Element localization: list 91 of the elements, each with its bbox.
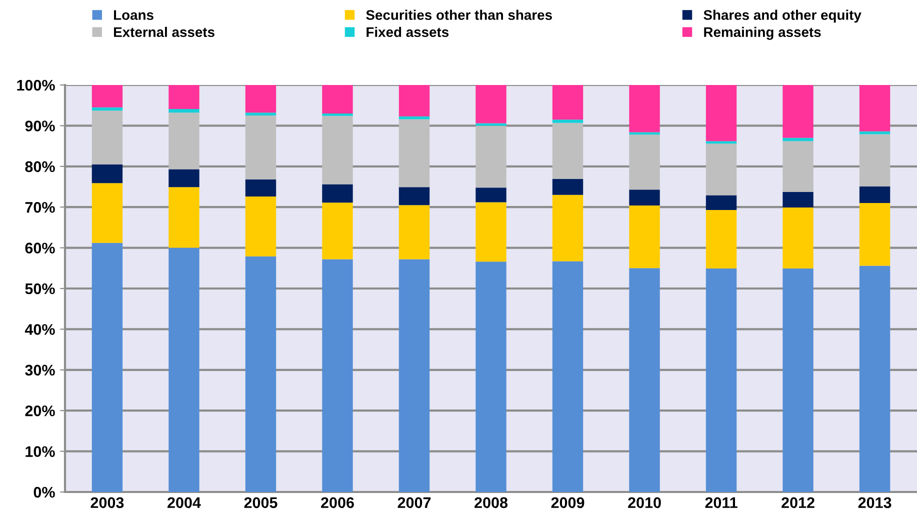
x-tick-label: 2011 <box>705 497 738 508</box>
bar <box>629 190 660 206</box>
legend-label: Securities other than shares <box>366 10 552 20</box>
x-tick-label: 2005 <box>244 497 278 508</box>
bar <box>476 188 506 202</box>
bar <box>168 169 200 188</box>
bar <box>168 85 200 110</box>
bar <box>552 179 584 195</box>
bar <box>398 259 430 492</box>
y-tick-label: 0% <box>34 486 55 498</box>
bar <box>398 187 430 206</box>
x-tick-label: 2010 <box>628 497 661 508</box>
bar <box>782 138 814 142</box>
bar <box>859 186 890 204</box>
bar <box>476 85 506 124</box>
y-tick-label: 100% <box>17 80 55 91</box>
bar <box>92 164 123 184</box>
bar <box>706 210 737 269</box>
bar <box>168 112 200 170</box>
y-tick-label: 10% <box>26 446 55 457</box>
bar <box>706 141 737 144</box>
bar <box>245 112 276 116</box>
bar <box>476 126 506 188</box>
bar <box>552 85 584 120</box>
y-tick-label: 80% <box>25 161 55 172</box>
bar <box>398 85 430 116</box>
bar <box>629 268 660 492</box>
bar <box>629 85 660 132</box>
bar <box>782 85 814 138</box>
bar <box>245 85 276 113</box>
bar <box>476 202 506 262</box>
x-tick-label: 2004 <box>168 497 201 508</box>
bar <box>706 85 737 142</box>
bar <box>782 208 814 269</box>
x-tick-label: 2009 <box>551 497 584 508</box>
legend-label: External assets <box>114 26 214 38</box>
bar <box>398 205 430 260</box>
bar <box>322 116 353 184</box>
legend-label: Fixed assets <box>366 26 449 38</box>
x-tick-label: 2006 <box>321 497 354 508</box>
bar <box>476 262 506 492</box>
bar <box>322 259 353 492</box>
bar <box>322 113 353 116</box>
bar <box>859 85 890 132</box>
bar <box>168 248 200 492</box>
bar <box>322 85 353 114</box>
bar <box>168 109 200 113</box>
bar <box>322 202 353 260</box>
bar <box>629 132 660 135</box>
bar <box>92 183 123 243</box>
bar <box>782 141 814 192</box>
bar <box>552 194 584 262</box>
bar <box>782 268 814 492</box>
y-tick-label: 30% <box>25 364 55 376</box>
y-tick-label: 40% <box>24 324 55 335</box>
bar <box>782 192 814 208</box>
bar <box>92 110 123 164</box>
bar <box>552 261 584 492</box>
bar <box>706 195 737 210</box>
legend-label: Remaining assets <box>704 26 821 40</box>
bar <box>92 242 123 492</box>
y-tick-label: 70% <box>25 202 55 213</box>
bar <box>168 187 200 248</box>
x-tick-label: 2013 <box>858 497 892 508</box>
bar <box>245 196 276 256</box>
y-tick-label: 90% <box>25 120 55 132</box>
bar <box>706 144 737 196</box>
bar <box>552 120 584 123</box>
bar <box>629 205 660 268</box>
x-tick-label: 2012 <box>782 497 814 508</box>
bar <box>92 85 123 108</box>
bar <box>859 134 890 186</box>
x-tick-label: 2008 <box>474 497 508 508</box>
bar <box>245 256 276 492</box>
y-tick-label: 60% <box>25 242 55 254</box>
bar <box>629 134 660 190</box>
bar <box>859 266 890 492</box>
bar <box>706 268 737 492</box>
bar <box>859 203 890 266</box>
bar <box>245 179 276 197</box>
legend-label: Shares and other equity <box>704 10 862 23</box>
x-tick-label: 2003 <box>90 497 124 508</box>
bar <box>398 119 430 188</box>
y-tick-label: 20% <box>25 405 55 416</box>
bar <box>245 116 276 180</box>
y-tick-label: 50% <box>25 283 55 294</box>
bar <box>92 107 123 111</box>
bar <box>322 184 353 203</box>
bar <box>552 122 584 180</box>
legend-label: Loans <box>114 10 154 20</box>
x-tick-label: 2007 <box>398 497 431 508</box>
